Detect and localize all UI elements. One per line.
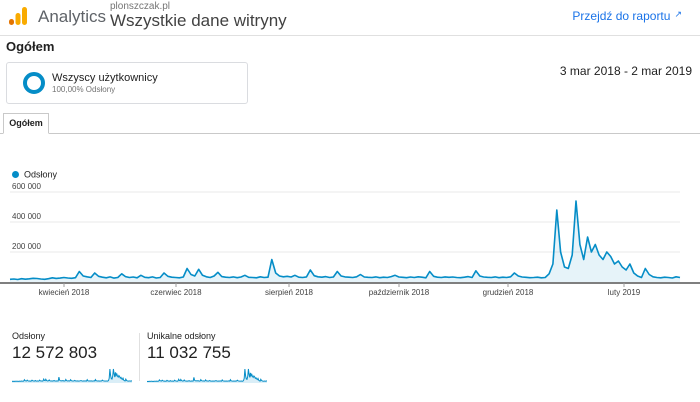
top-bar: Analytics plonszczak.pl Wszystkie dane w… — [0, 0, 700, 36]
legend-label: Odsłony — [24, 169, 58, 180]
x-tick-label: grudzień 2018 — [483, 288, 534, 297]
analytics-logo-icon[interactable] — [8, 6, 28, 26]
sparkline-line — [147, 368, 267, 383]
segment-name: Wszyscy użytkownicy — [52, 72, 158, 84]
x-tick-label: sierpień 2018 — [265, 288, 314, 297]
segment-subtext: 100,00% Odsłony — [52, 85, 116, 94]
x-tick-label: kwiecień 2018 — [39, 288, 90, 297]
sparkline-line — [12, 368, 132, 382]
sparkline-area — [147, 369, 267, 383]
metric-pageviews[interactable]: Odsłony 12 572 803 — [12, 331, 97, 363]
segment-donut-icon — [23, 72, 45, 94]
sparkline-area — [12, 369, 132, 383]
go-to-report-link[interactable]: Przejdź do raportu ↗ — [572, 9, 682, 23]
y-tick-label: 600 000 — [12, 182, 41, 191]
tab-divider — [0, 133, 700, 134]
x-tick-label: luty 2019 — [608, 288, 641, 297]
property-name[interactable]: plonszczak.pl — [110, 1, 171, 12]
legend-dot-icon — [12, 171, 19, 179]
go-to-report-label[interactable]: Przejdź do raportu — [572, 9, 671, 23]
page-title: Ogółem — [6, 39, 55, 54]
date-range-picker[interactable]: 3 mar 2018 - 2 mar 2019 — [559, 64, 692, 78]
external-link-icon: ↗ — [674, 9, 682, 19]
metric-value: 12 572 803 — [12, 343, 98, 362]
chart-legend[interactable]: Odsłony — [12, 169, 57, 180]
x-tick-label: październik 2018 — [369, 288, 430, 297]
series-line — [9, 200, 681, 281]
pageviews-line-chart[interactable]: 600 000 400 000 200 000 kwiecień 2018 czerwi… — [0, 180, 700, 302]
metric-divider — [139, 333, 140, 381]
sparkline-pageviews — [12, 368, 132, 383]
x-tick-label: czerwiec 2018 — [150, 288, 202, 297]
segment-card[interactable]: Wszyscy użytkownicy 100,00% Odsłony — [6, 62, 248, 104]
y-tick-label: 400 000 — [12, 212, 41, 221]
view-name[interactable]: Wszystkie dane witryny — [110, 11, 287, 30]
metric-label: Unikalne odsłony — [147, 331, 216, 341]
tab-overview[interactable]: Ogółem — [3, 113, 49, 134]
app-name: Analytics — [38, 7, 107, 26]
metric-value: 11 032 755 — [147, 343, 231, 362]
series-area — [10, 201, 680, 282]
metric-unique-pageviews[interactable]: Unikalne odsłony 11 032 755 — [147, 331, 231, 363]
sparkline-unique-pageviews — [147, 368, 267, 383]
metric-label: Odsłony — [12, 331, 46, 341]
y-tick-label: 200 000 — [12, 242, 41, 251]
